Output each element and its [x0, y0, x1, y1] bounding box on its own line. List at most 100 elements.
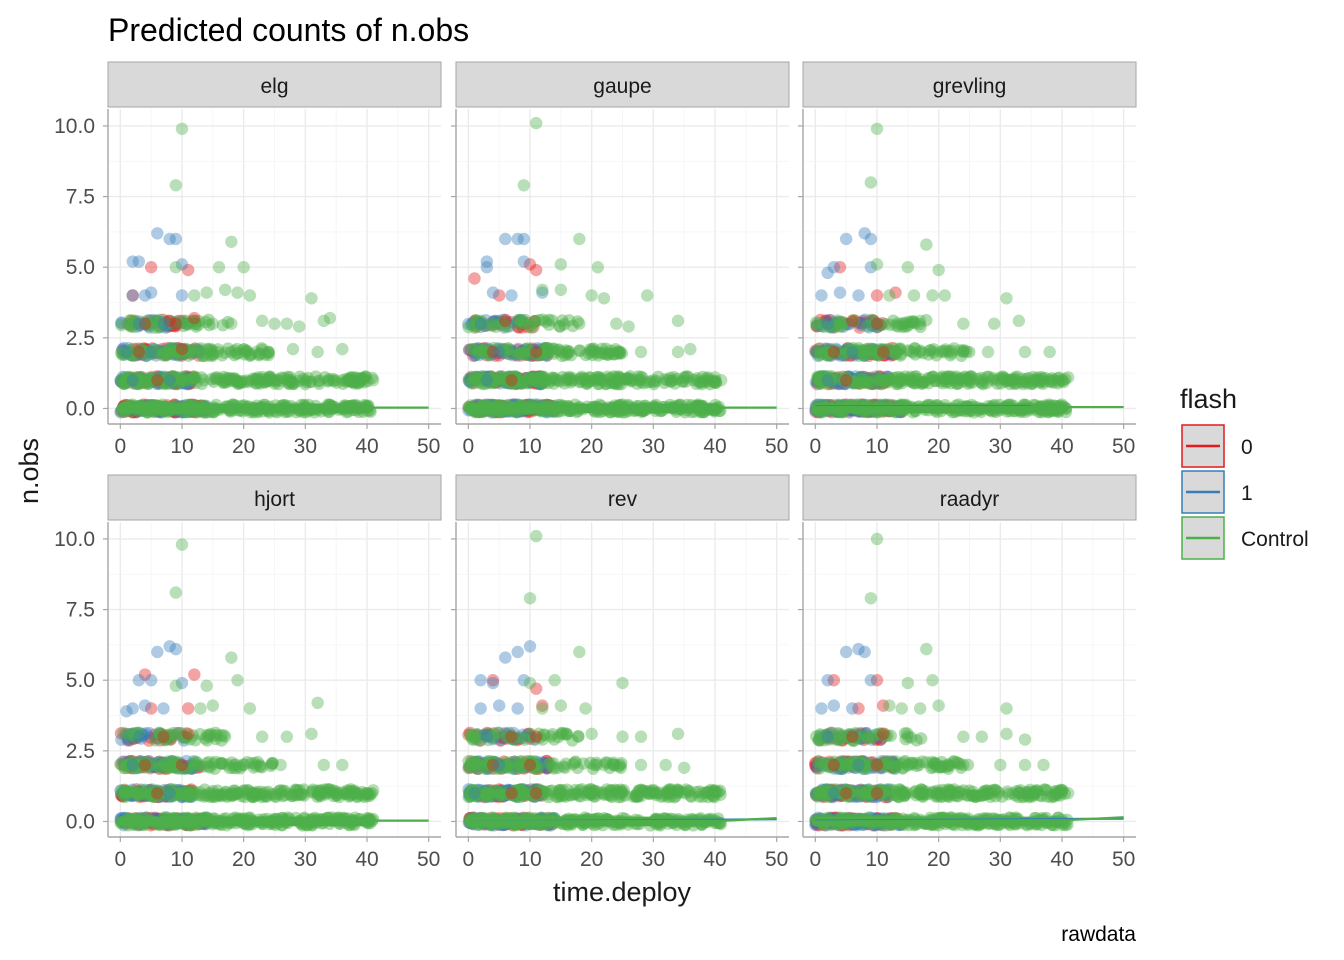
- data-point: [821, 266, 834, 280]
- data-point: [821, 372, 834, 385]
- data-point: [964, 370, 977, 383]
- data-point: [524, 371, 538, 385]
- data-point: [510, 370, 523, 384]
- data-point: [525, 376, 539, 390]
- data-point: [127, 320, 141, 333]
- data-point: [179, 375, 192, 389]
- data-point: [282, 376, 296, 389]
- data-point: [839, 371, 853, 384]
- data-point: [144, 762, 157, 775]
- data-point: [176, 343, 189, 356]
- data-point: [952, 373, 966, 386]
- data-point: [130, 759, 144, 773]
- data-point: [858, 313, 872, 326]
- data-point: [118, 755, 131, 768]
- x-tick-label: 0: [114, 435, 126, 458]
- data-point: [573, 375, 586, 389]
- data-point: [120, 785, 133, 798]
- data-point: [966, 376, 979, 389]
- data-point: [124, 754, 137, 768]
- data-point: [647, 374, 660, 387]
- data-point: [528, 314, 542, 328]
- data-point: [505, 315, 518, 329]
- data-point: [129, 373, 143, 387]
- data-point: [853, 371, 866, 384]
- data-point: [551, 374, 564, 387]
- data-point: [851, 377, 865, 390]
- data-point: [612, 370, 625, 383]
- data-point: [159, 348, 173, 362]
- data-point: [533, 373, 546, 387]
- data-point: [878, 376, 892, 389]
- data-point: [127, 732, 140, 745]
- data-point: [124, 320, 138, 333]
- data-point: [501, 373, 515, 386]
- data-point: [846, 372, 859, 385]
- data-point: [170, 755, 183, 768]
- data-point: [131, 320, 144, 333]
- data-point: [508, 762, 521, 775]
- data-point: [230, 374, 244, 388]
- data-point: [122, 788, 136, 801]
- data-point: [149, 759, 163, 773]
- data-point: [602, 372, 616, 386]
- data-point: [874, 318, 887, 331]
- data-point: [237, 376, 251, 389]
- data-point: [299, 377, 312, 391]
- data-point: [831, 314, 844, 327]
- data-point: [809, 345, 822, 359]
- data-point: [160, 757, 174, 771]
- data-point: [511, 343, 524, 357]
- data-point: [163, 761, 176, 774]
- data-point: [583, 371, 596, 384]
- data-point: [135, 760, 148, 774]
- data-point: [187, 370, 200, 384]
- data-point: [469, 316, 483, 329]
- data-point: [172, 726, 186, 740]
- data-point: [200, 679, 213, 693]
- data-point: [534, 372, 547, 385]
- data-point: [479, 371, 492, 384]
- data-point: [527, 320, 540, 334]
- data-point: [153, 762, 166, 775]
- data-point: [693, 376, 706, 389]
- data-point: [167, 348, 181, 362]
- data-point: [944, 372, 958, 385]
- data-point: [180, 760, 193, 773]
- x-tick-label: 10: [170, 435, 193, 458]
- data-point: [292, 374, 306, 388]
- data-point: [1036, 372, 1049, 385]
- data-point: [994, 371, 1007, 384]
- data-point: [858, 348, 872, 362]
- data-point: [838, 345, 852, 358]
- data-point: [197, 760, 210, 773]
- data-point: [514, 317, 528, 331]
- data-point: [1015, 375, 1028, 389]
- data-point: [157, 317, 170, 330]
- data-point: [882, 343, 896, 357]
- data-point: [132, 726, 145, 740]
- data-point: [489, 320, 502, 333]
- data-point: [169, 319, 183, 332]
- data-point: [182, 787, 195, 801]
- data-point: [160, 346, 173, 360]
- data-point: [209, 732, 222, 746]
- data-point: [179, 785, 192, 799]
- data-point: [480, 345, 494, 359]
- data-point: [479, 373, 493, 386]
- data-point: [507, 345, 520, 358]
- data-point: [336, 342, 349, 356]
- data-point: [1047, 376, 1060, 389]
- data-point: [192, 349, 205, 362]
- data-point: [165, 344, 178, 358]
- data-point: [139, 760, 152, 773]
- data-point: [474, 343, 488, 356]
- data-point: [114, 788, 128, 802]
- data-point: [223, 761, 236, 775]
- data-point: [850, 376, 864, 390]
- data-point: [597, 346, 611, 359]
- data-point: [861, 372, 874, 385]
- data-point: [126, 372, 140, 385]
- data-point: [144, 347, 157, 361]
- data-point: [199, 315, 212, 329]
